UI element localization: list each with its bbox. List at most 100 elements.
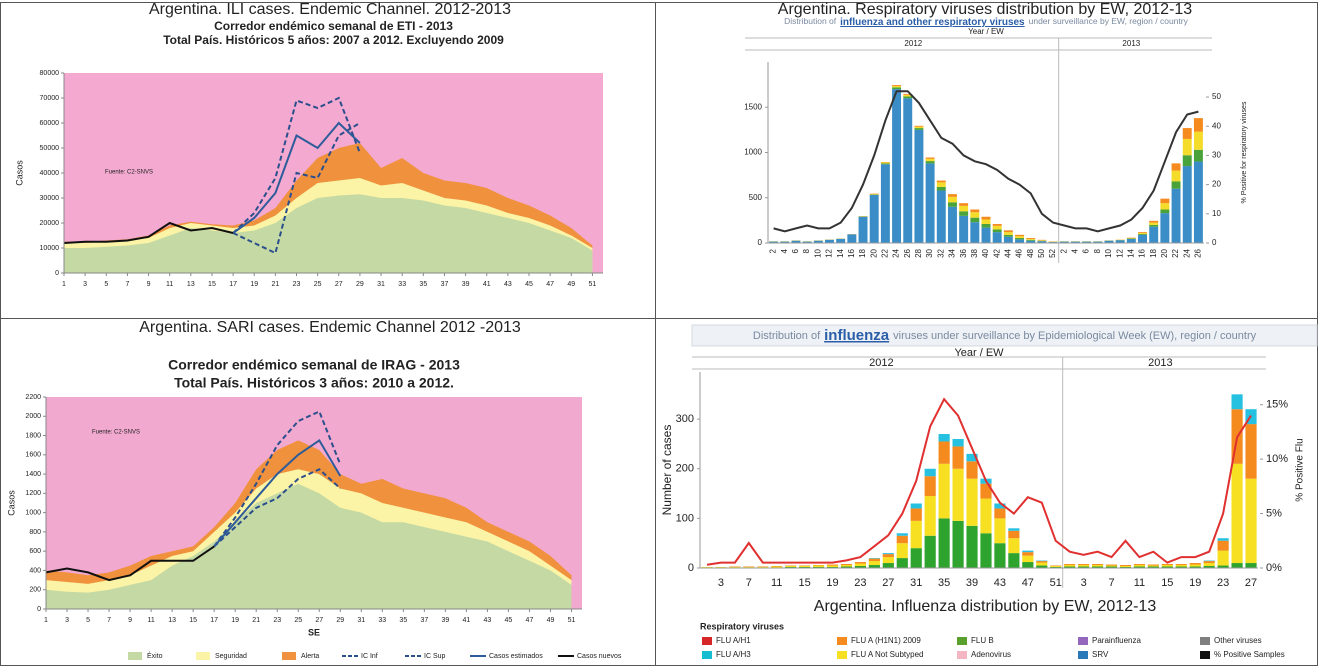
bar-segment [882, 563, 894, 568]
x-tick-label: 29 [336, 617, 344, 624]
x-tick-label: 1 [62, 281, 66, 288]
bar-segment [903, 98, 913, 243]
y-tick-label: 1000 [744, 148, 762, 157]
x-tick-label: 33 [398, 281, 406, 288]
bar-segment [1082, 241, 1092, 243]
legend-label: SRV [1092, 650, 1109, 659]
bar-segment [1161, 565, 1173, 567]
bar-segment [910, 503, 922, 509]
x-tick-label: 25 [294, 617, 302, 624]
x-tick-label: 35 [419, 281, 427, 288]
bar-segment [914, 125, 924, 127]
bar-segment [1193, 131, 1203, 150]
x-axis-label: Year / EW [954, 347, 1004, 359]
x-tick-label: 6 [791, 248, 800, 253]
bar-segment [1161, 566, 1173, 568]
bar-segment [880, 164, 890, 243]
bar-segment [812, 565, 825, 568]
bar-segment [966, 478, 978, 526]
bar-segment [882, 557, 894, 564]
x-tick-label: 27 [315, 617, 323, 624]
annotation: Fuente: C2-SNVS [92, 430, 140, 436]
bar-segment [802, 241, 812, 243]
bar-segment [1171, 181, 1181, 189]
bar-segment [1022, 552, 1034, 556]
y-tick-label: 500 [749, 193, 763, 202]
y2-tick-label: 20 [1212, 180, 1221, 189]
x-tick-label: 12 [825, 248, 834, 257]
bar-segment [1189, 564, 1201, 567]
bar-segment [1138, 233, 1147, 235]
x-tick-label: 39 [966, 577, 978, 589]
x-tick-label: 18 [858, 248, 867, 257]
bar-segment [1022, 555, 1034, 563]
bar-segment [1138, 233, 1147, 234]
bar-segment [1133, 566, 1146, 568]
bar-segment [791, 240, 801, 243]
bar-segment [892, 85, 902, 88]
x-axis-label: Year / EW [968, 27, 1004, 36]
x-tick-label: 47 [546, 281, 554, 288]
x-tick-label: 2 [1059, 248, 1068, 253]
x-tick-label: 23 [854, 577, 866, 589]
x-tick-label: 26 [1194, 248, 1203, 257]
bar-segment [1245, 563, 1257, 568]
subtitle-part: under surveillance by EW, region / count… [1029, 16, 1189, 26]
subtitle-part: influenza [824, 327, 890, 344]
x-tick-label: 23 [273, 617, 281, 624]
x-tick-label: 28 [914, 248, 923, 257]
x-tick-label: 13 [187, 281, 195, 288]
bar-segment [938, 463, 950, 519]
legend-label: Other viruses [1214, 636, 1262, 645]
bar-segment [924, 468, 936, 477]
x-tick-label: 19 [826, 577, 838, 589]
bar-segment [1037, 241, 1047, 243]
x-tick-label: 15 [1161, 577, 1173, 589]
legend-label: Seguridad [215, 653, 247, 660]
bar-segment [980, 533, 992, 568]
bar-segment [1149, 222, 1159, 225]
bar-segment [1026, 239, 1036, 241]
x-tick-label: 18 [1149, 248, 1158, 257]
subtitle-part: viruses under surveillance by Epidemiolo… [893, 330, 1256, 342]
bar-segment [970, 212, 980, 218]
bar-segment [1070, 241, 1080, 243]
series-line [773, 90, 1199, 233]
bar-segment [1093, 241, 1103, 243]
x-tick-label: 6 [1082, 248, 1091, 253]
bar-segment [938, 518, 950, 568]
bar-segment [1231, 463, 1243, 564]
x-tick-label: 7 [1108, 577, 1114, 589]
bar-segment [952, 446, 964, 469]
bar-segment [994, 503, 1006, 509]
bar-segment [847, 234, 857, 243]
zone-area [46, 483, 572, 609]
x-tick-label: 20 [869, 248, 878, 257]
bar-segment [840, 565, 853, 567]
bar-segment [1059, 241, 1069, 243]
x-tick-label: 14 [836, 248, 845, 257]
bar-segment [1217, 550, 1229, 566]
bar-segment [1175, 566, 1187, 568]
x-tick-label: 43 [484, 617, 492, 624]
legend-swatch [1078, 651, 1088, 659]
bar-segment [910, 520, 922, 549]
period-label: 2012 [869, 357, 893, 369]
bar-segment [892, 87, 902, 90]
series-line [232, 96, 361, 234]
bar-segment [1078, 566, 1090, 568]
series-line [706, 397, 1252, 566]
bar-segment [1217, 540, 1229, 551]
bar-segment [1133, 564, 1146, 566]
x-tick-label: 51 [589, 281, 597, 288]
x-tick-label: 12 [1115, 248, 1124, 257]
y2-tick-label: 30 [1212, 151, 1221, 160]
bar-segment [1217, 538, 1229, 541]
bar-segment [1008, 538, 1020, 554]
bar-segment [1147, 565, 1159, 567]
y-tick-label: 20000 [40, 220, 60, 227]
y-tick-label: 40000 [40, 170, 60, 177]
x-tick-label: 23 [1217, 577, 1229, 589]
bar-segment [1182, 128, 1192, 139]
bar-segment [1091, 564, 1104, 566]
